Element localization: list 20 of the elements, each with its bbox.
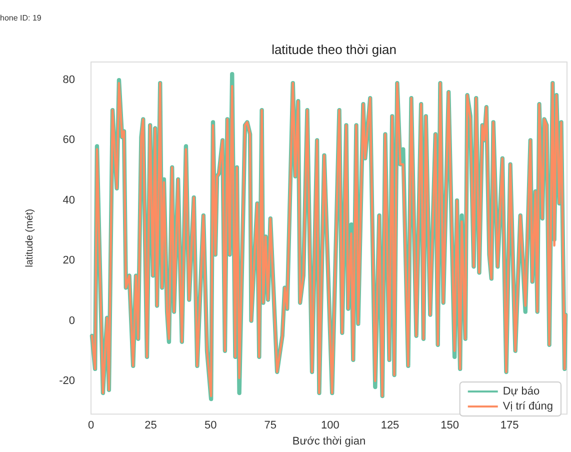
y-axis-title: latitude (mét) [24,208,36,268]
y-tick-label: 80 [62,74,75,86]
x-axis-title: Bước thời gian [292,436,366,448]
x-tick-label: 75 [264,420,277,432]
y-tick-label: 0 [68,314,75,327]
x-tick-label: 175 [500,420,519,432]
text: hone ID: 19 [0,14,42,22]
y-tick-label: 60 [62,134,75,146]
x-tick-label: 100 [321,420,340,432]
x-tick-label: 50 [204,420,217,432]
x-tick-label: 125 [380,420,400,432]
x-tick-label: 25 [144,420,157,432]
x-tick-label: 150 [440,420,459,432]
legend-label: Dự báo [502,386,540,398]
chart-title: latitude theo thời gian [272,42,396,57]
y-tick-label: 20 [62,254,75,267]
legend-label: Vị trí đúng [502,400,553,412]
y-tick-label: 40 [62,194,75,206]
y-tick-label: -20 [59,374,75,387]
x-tick-label: 0 [88,420,94,432]
